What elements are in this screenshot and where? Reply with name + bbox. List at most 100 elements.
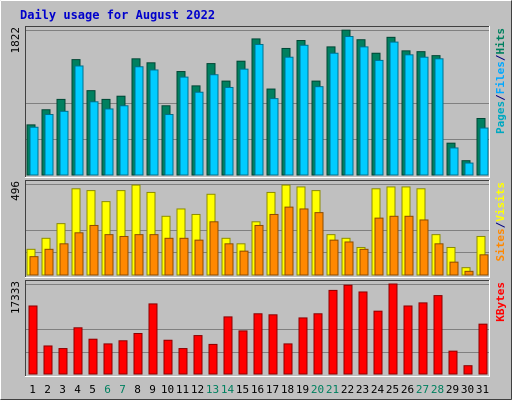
series-side-label: Sites/Visits [494, 182, 507, 262]
bar-kbytes [193, 335, 203, 375]
side-label-segment: KBytes [494, 282, 507, 322]
bar-kbytes [28, 305, 38, 375]
bar-kbytes [418, 302, 428, 375]
max-value-label: 496 [9, 181, 22, 201]
bar-files [314, 86, 324, 176]
day-label: 18 [281, 383, 294, 396]
bar-sites [239, 250, 249, 276]
bar-kbytes [208, 343, 218, 375]
day-label: 20 [311, 383, 324, 396]
day-label: 14 [221, 383, 235, 396]
bar-kbytes [43, 345, 53, 375]
day-label: 16 [251, 383, 264, 396]
bar-sites [269, 213, 279, 276]
bar-kbytes [103, 343, 113, 375]
day-label: 29 [446, 383, 459, 396]
bar-files [209, 74, 219, 176]
day-label: 24 [371, 383, 385, 396]
panels-layer: 1822 Pages/Files/Hits 496 Sites/Visits 17333… [9, 26, 507, 377]
bar-kbytes [268, 314, 278, 375]
day-label: 2 [44, 383, 51, 396]
bar-kbytes [58, 348, 68, 375]
chart-title: Daily usage for August 2022 [20, 8, 215, 22]
bar-sites [194, 239, 204, 276]
bar-sites [164, 237, 174, 276]
day-label: 3 [59, 383, 66, 396]
bar-sites [209, 221, 219, 276]
day-label: 23 [356, 383, 369, 396]
day-label: 27 [416, 383, 429, 396]
bar-kbytes [463, 365, 473, 375]
day-label: 26 [401, 383, 414, 396]
bar-files [404, 54, 414, 176]
bar-files [299, 44, 309, 176]
bar-files [74, 65, 84, 176]
bar-kbytes [163, 339, 173, 375]
day-label: 17 [266, 383, 279, 396]
panel-visits-sites: 496 Sites/Visits [9, 180, 507, 278]
bar-sites [134, 234, 144, 276]
bar-files [224, 86, 234, 176]
bar-files [119, 105, 129, 176]
bar-sites [374, 217, 384, 276]
bar-sites [254, 224, 264, 276]
side-label-segment: Files [494, 61, 507, 94]
bar-kbytes [73, 327, 83, 375]
bar-files [89, 101, 99, 176]
bar-files [29, 126, 39, 176]
bar-kbytes [358, 291, 368, 375]
bar-files [269, 98, 279, 176]
day-label: 7 [119, 383, 126, 396]
bar-kbytes [148, 303, 158, 375]
bar-files [149, 69, 159, 176]
bar-kbytes [478, 323, 488, 375]
bar-sites [299, 208, 309, 276]
panel-kbytes: 17333 KBytes [9, 280, 507, 377]
day-label: 19 [296, 383, 309, 396]
bar-sites [44, 248, 54, 276]
bar-kbytes [328, 289, 338, 375]
bar-kbytes [178, 348, 188, 375]
bar-sites [314, 212, 324, 276]
max-value-label: 1822 [9, 27, 22, 54]
side-label-segment: Sites [494, 228, 507, 261]
day-label: 22 [341, 383, 354, 396]
bar-files [134, 66, 144, 176]
bar-files [239, 68, 249, 176]
bar-files [479, 127, 489, 176]
day-label: 8 [134, 383, 141, 396]
bar-sites [149, 234, 159, 276]
bar-files [284, 56, 294, 176]
day-label: 6 [104, 383, 111, 396]
day-label: 21 [326, 383, 339, 396]
series-side-label: Pages/Files/Hits [494, 28, 507, 134]
bar-kbytes [298, 317, 308, 375]
day-labels: 1 2 3 4 5 6 7 8 9 10 11 12 13 14 15 16 17 18 19 20 21 22 23 24 2… [29, 383, 489, 396]
bar-files [374, 59, 384, 176]
day-label: 5 [89, 383, 96, 396]
bar-kbytes [133, 332, 143, 375]
bar-files [419, 56, 429, 176]
bar-files [359, 46, 369, 176]
bar-sites [434, 243, 444, 276]
bar-files [344, 36, 354, 176]
bar-sites [479, 254, 489, 276]
side-label-segment: / [494, 54, 507, 61]
side-label-segment: / [494, 94, 507, 101]
bar-kbytes [343, 284, 353, 375]
day-label: 28 [431, 383, 444, 396]
bar-sites [449, 261, 459, 276]
bar-sites [29, 256, 39, 276]
side-label-segment: Hits [494, 28, 507, 55]
bar-sites [419, 219, 429, 276]
day-label: 1 [29, 383, 36, 396]
day-label: 10 [161, 383, 174, 396]
max-value-label: 17333 [9, 281, 22, 314]
bar-sites [59, 243, 69, 276]
bar-files [329, 52, 339, 176]
bar-kbytes [88, 338, 98, 375]
panel-hits-files-pages: 1822 Pages/Files/Hits [9, 26, 507, 178]
bar-sites [179, 237, 189, 276]
day-label: 30 [461, 383, 474, 396]
